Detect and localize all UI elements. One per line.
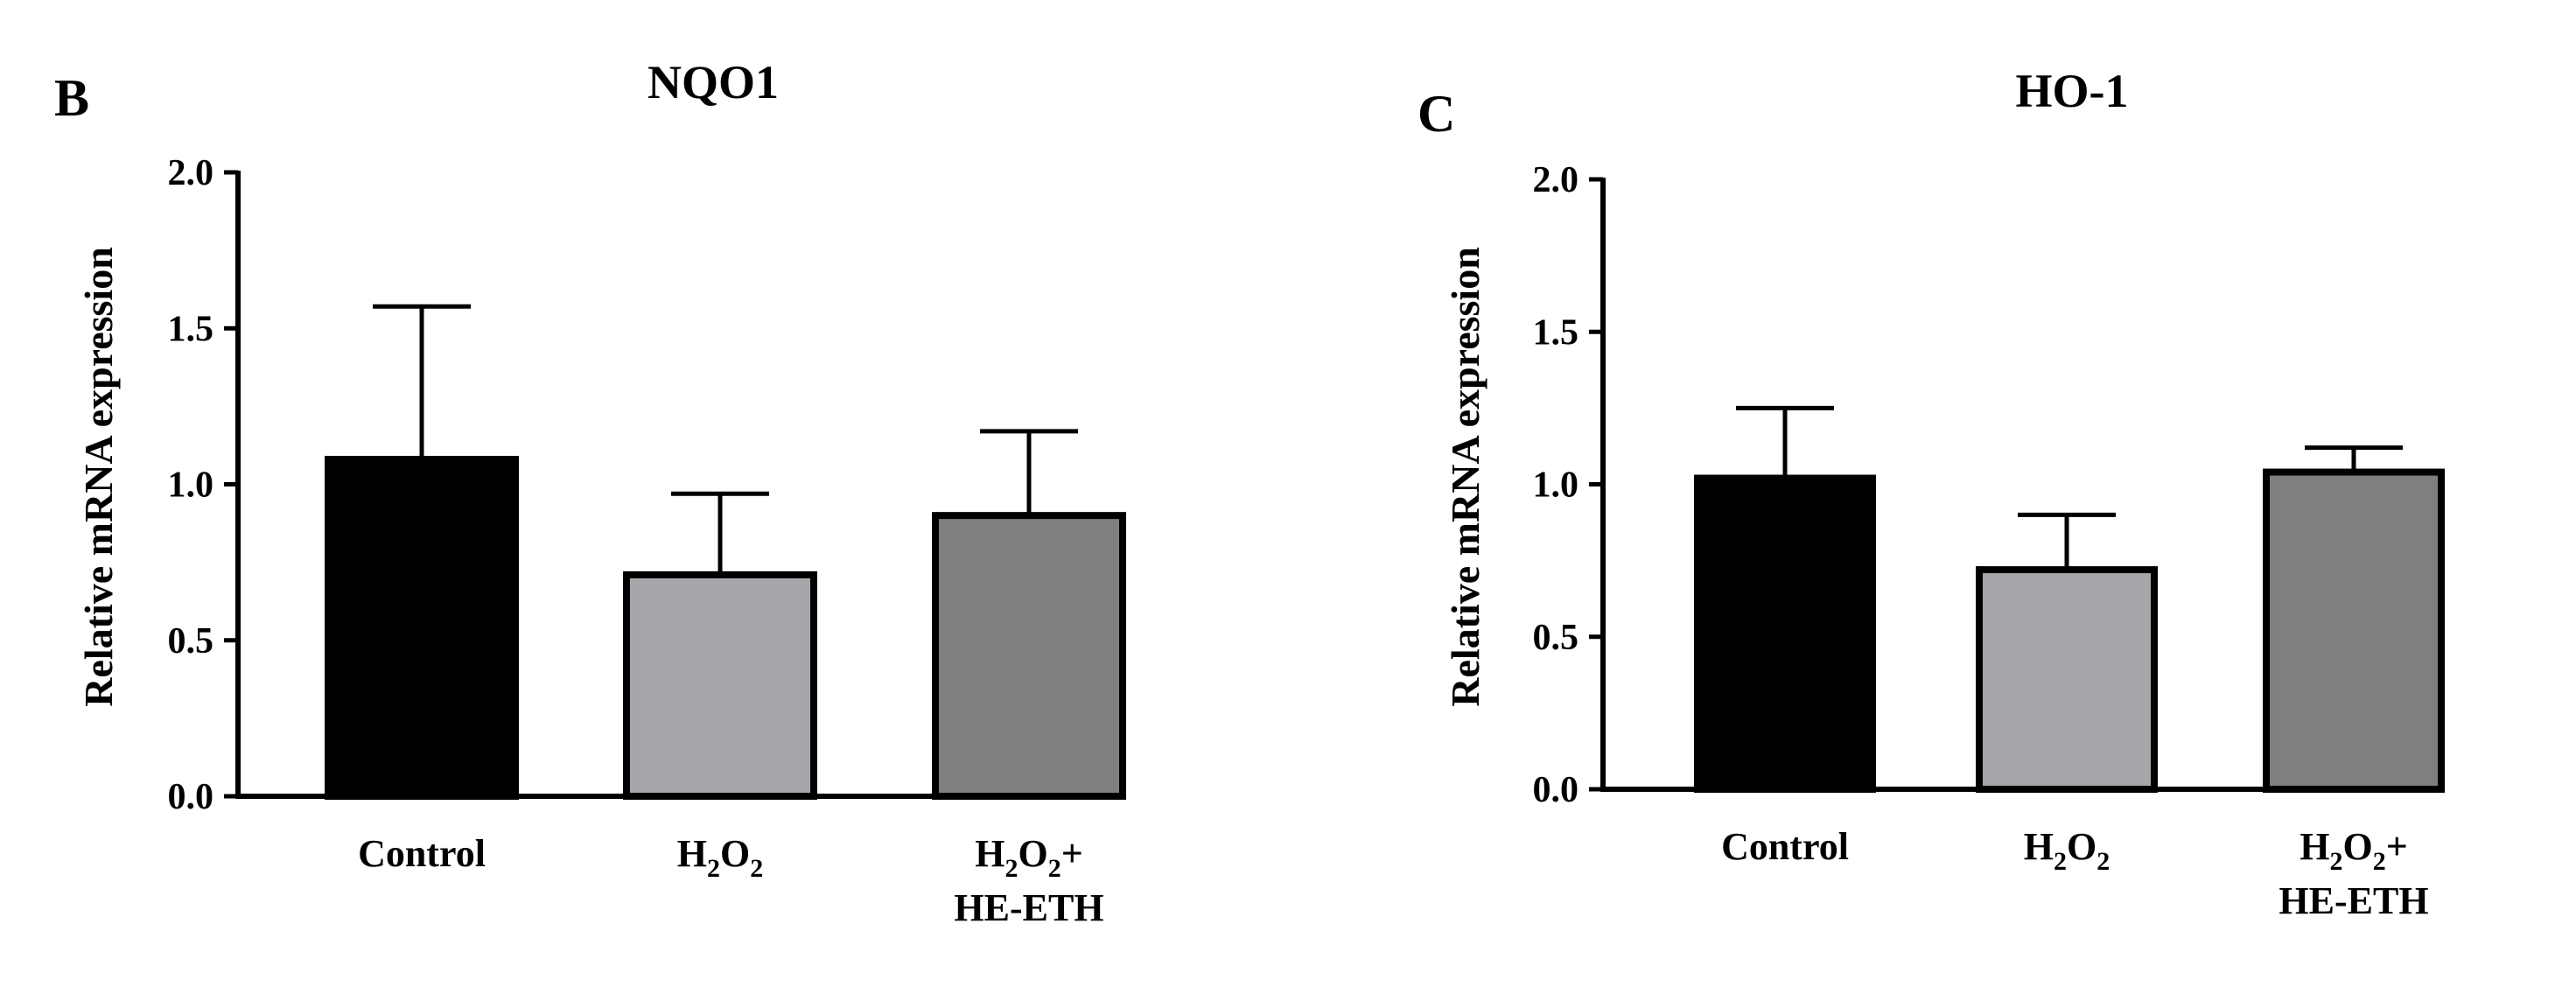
x-tick-label-main: H [2300,825,2329,868]
x-tick-label-tail-o: O [720,832,750,875]
chart-panel-ho1: C HO-1 Relative mRNA expression 0.0 0.5 1.… [1418,65,2445,922]
x-tick-label-subscript: 2 [2054,847,2067,876]
bar [2263,468,2445,793]
panel-letter: C [1418,85,1455,143]
y-axis-ticks: 0.0 0.5 1.0 1.5 2.0 [168,153,238,817]
bar [932,512,1126,801]
bar [1694,474,1876,794]
bars [325,304,1126,801]
bar [1976,566,2158,794]
bar [325,455,519,800]
y-axis-label: Relative mRNA expression [76,247,121,707]
x-tick-label-line2: HE-ETH [2278,879,2428,922]
y-tick-label: 2.0 [168,153,214,193]
x-tick-label-main: H [2024,825,2054,868]
y-tick-label: 0.0 [1533,770,1579,810]
x-tick-label-subscript: 2 [1048,854,1061,883]
x-tick-label-main: H [677,832,707,875]
chart-title: HO-1 [2016,65,2129,117]
x-tick-label-subscript: 2 [2096,847,2110,876]
x-tick-label: H2O2+ [975,832,1083,883]
x-tick-label-tail-o: O [1018,832,1047,875]
x-tick-label-main: Control [358,832,486,875]
y-tick-label: 1.0 [168,466,214,506]
x-tick-label-subscript: 2 [2329,847,2342,876]
chart-title: NQO1 [648,56,779,108]
x-tick-label-subscript: 2 [707,854,720,883]
x-tick-label: H2O2 [2024,825,2110,876]
x-tick-label-main: H [975,832,1004,875]
y-tick-label: 2.0 [1533,160,1579,200]
x-tick-label-tail-plus: + [2386,825,2408,868]
y-tick-label: 1.5 [1533,312,1579,353]
x-axis-categories: Control H2O2 H2O2+HE-ETH [358,832,1104,929]
axes [1600,178,2437,792]
y-tick-label: 0.5 [168,621,214,662]
bars [1694,405,2445,794]
y-tick-label: 0.0 [168,777,214,817]
x-tick-label: H2O2 [677,832,763,883]
x-tick-label-tail-plus: + [1061,832,1083,875]
y-tick-label: 0.5 [1533,618,1579,658]
y-tick-label: 1.0 [1533,466,1579,506]
x-tick-label-subscript: 2 [1004,854,1018,883]
x-tick-label-subscript: 2 [750,854,763,883]
x-tick-label-subscript: 2 [2373,847,2386,876]
axes [235,171,1120,799]
y-axis-ticks: 0.0 0.5 1.0 1.5 2.0 [1533,160,1603,810]
x-axis-categories: Control H2O2 H2O2+HE-ETH [1721,825,2429,922]
bar [623,570,817,801]
x-tick-label-main: Control [1721,825,1849,868]
panel-letter: B [54,69,89,127]
chart-panel-nqo1: B NQO1 Relative mRNA expression 0.0 0.5 1.… [54,56,1126,929]
x-tick-label-tail-o: O [2342,825,2372,868]
x-tick-label-line2: HE-ETH [954,886,1103,929]
x-tick-label: Control [358,832,486,875]
y-axis-label: Relative mRNA expression [1443,247,1488,707]
x-tick-label-tail-o: O [2067,825,2096,868]
x-tick-label: H2O2+ [2300,825,2408,876]
x-tick-label: Control [1721,825,1849,868]
y-tick-label: 1.5 [168,309,214,349]
